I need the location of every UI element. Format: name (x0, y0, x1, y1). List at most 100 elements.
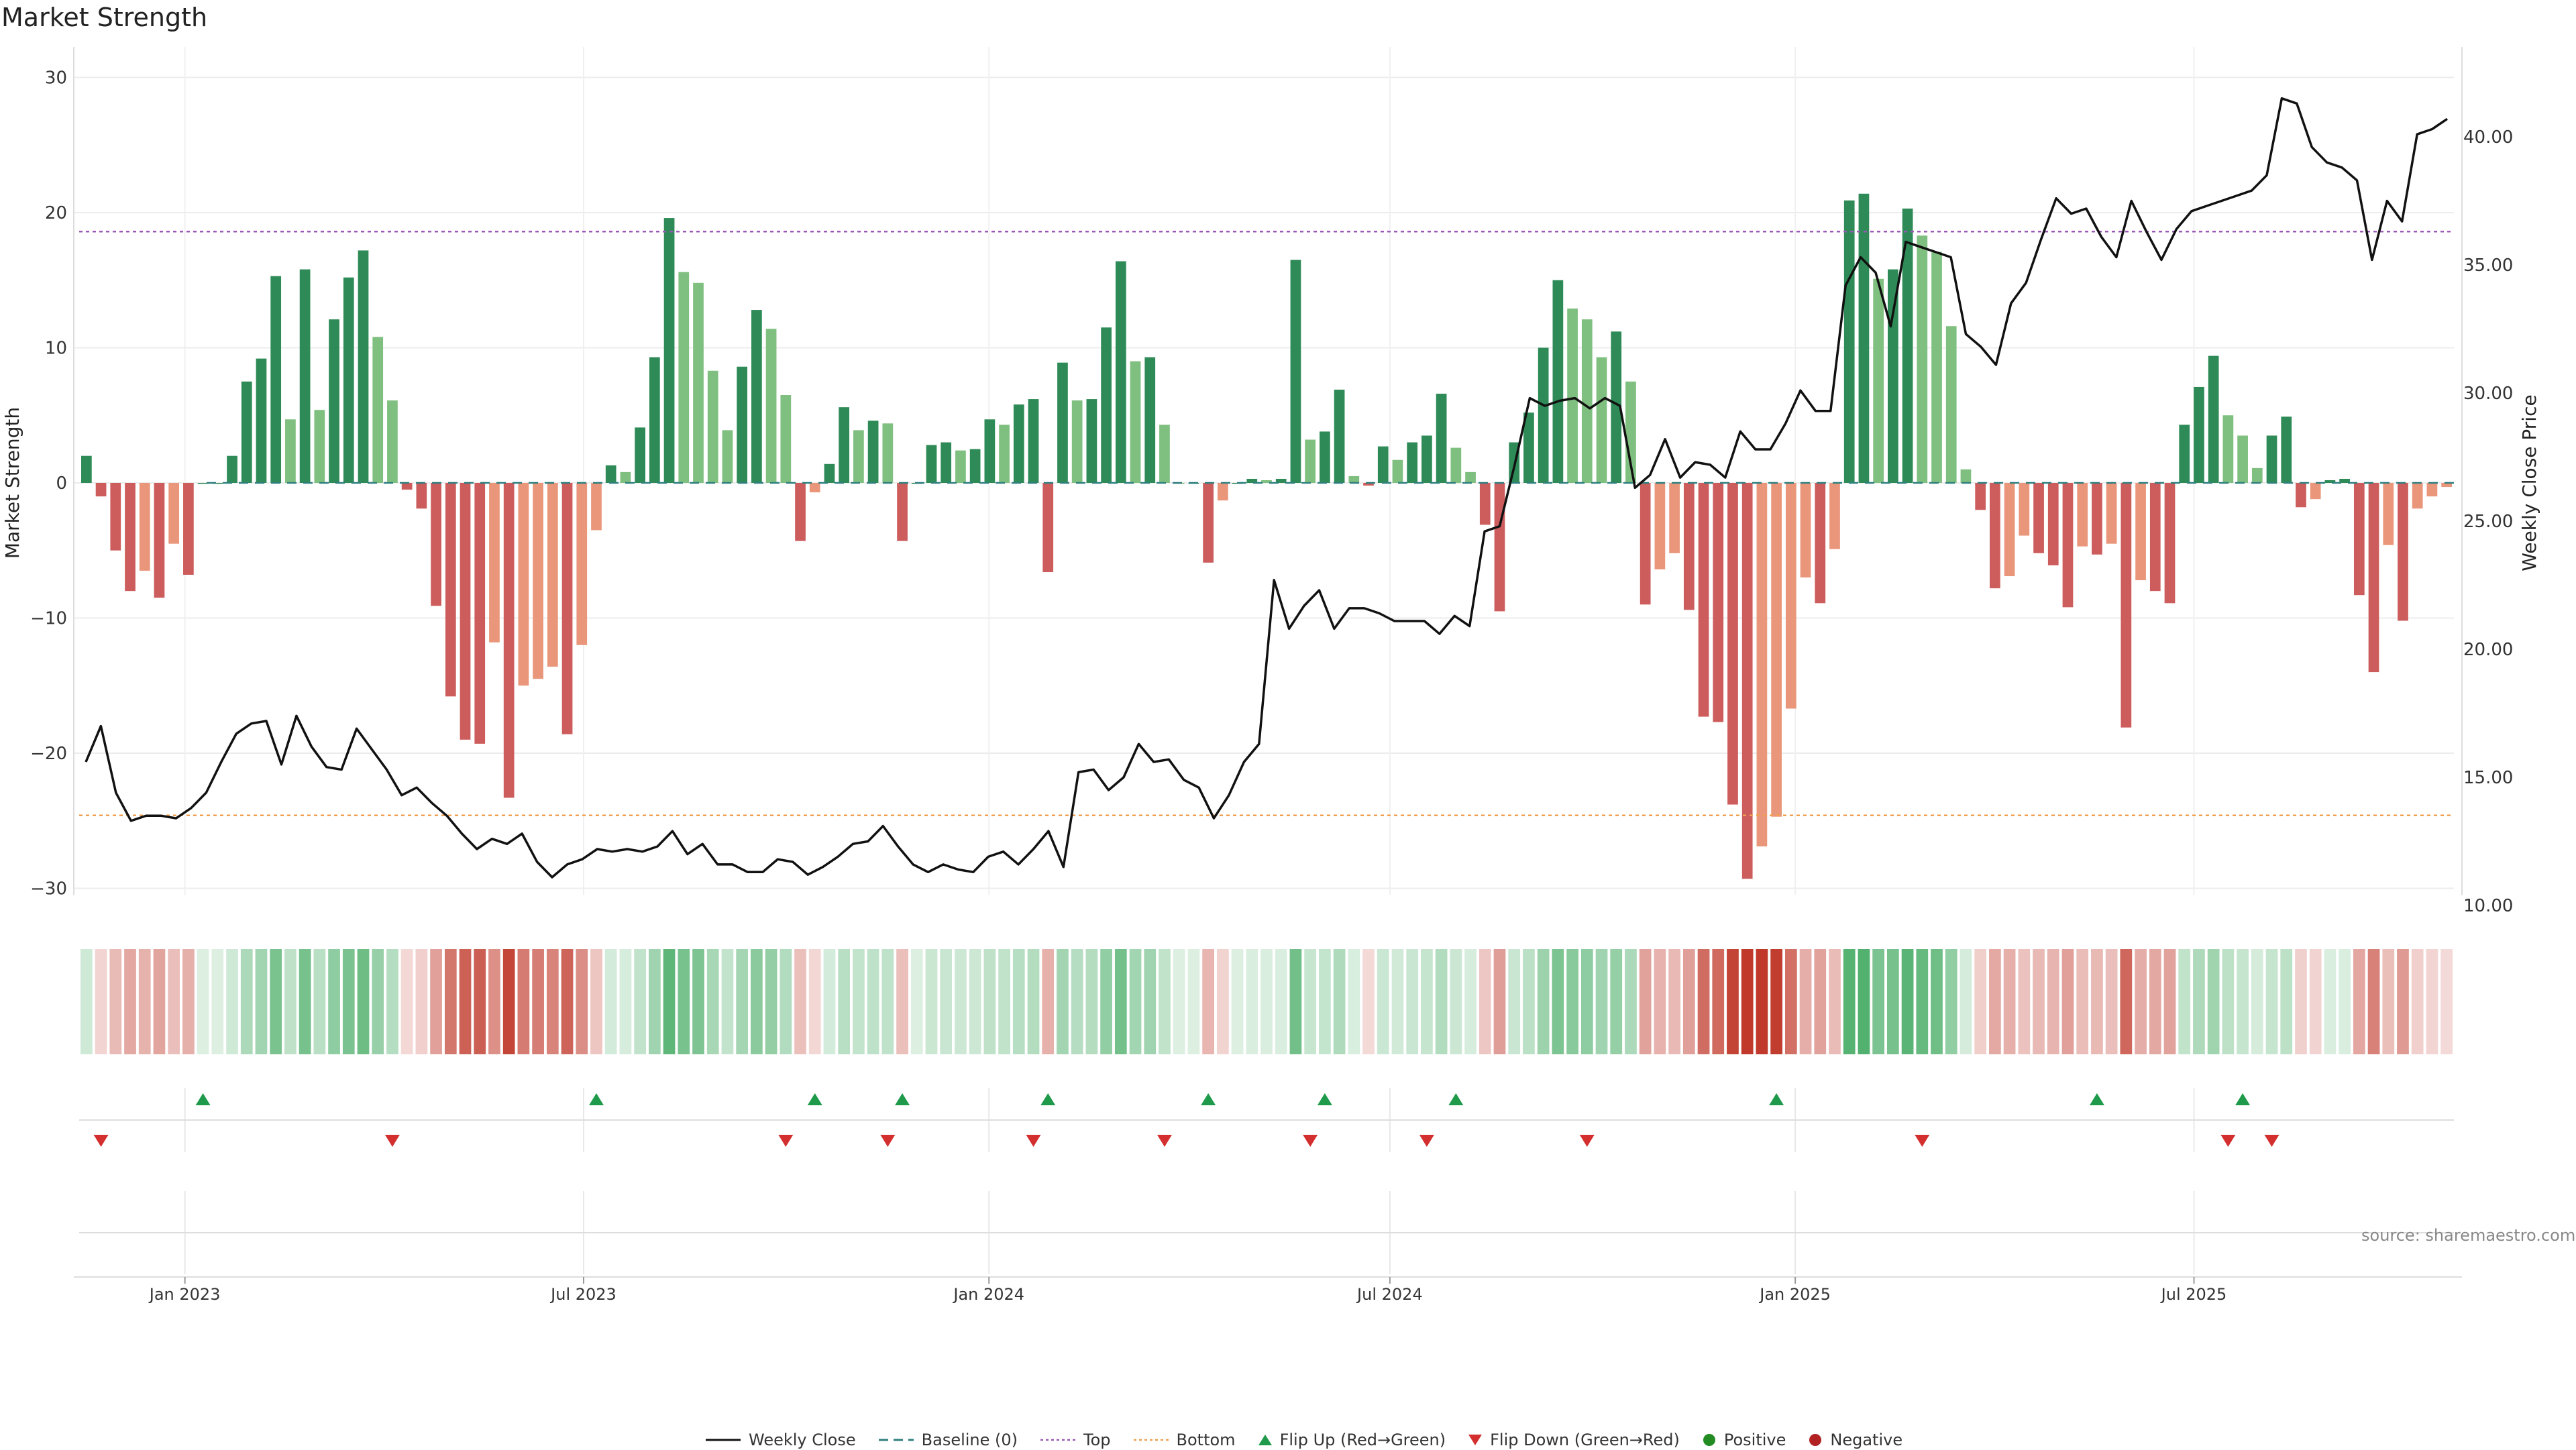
strength-bar (2194, 386, 2204, 483)
strength-heat-cell (1231, 949, 1244, 1054)
source-credit: source: sharemaestro.com (2361, 1226, 2576, 1245)
strength-bar (678, 272, 690, 483)
strength-bar (1203, 483, 1214, 563)
strength-bar (1945, 326, 1957, 483)
strength-heat-cell (794, 949, 806, 1054)
strength-heat-cell (372, 949, 384, 1054)
strength-bar (1975, 483, 1986, 510)
x-tick-label: Jan 2024 (952, 1285, 1024, 1304)
legend-baseline: Baseline (0) (877, 1431, 1018, 1449)
strength-bar (2121, 483, 2132, 728)
strength-bar (1538, 347, 1549, 483)
flip-down-marker-icon (1468, 1435, 1483, 1445)
strength-heat-cell (998, 949, 1010, 1054)
strength-bar (1086, 399, 1097, 483)
strength-bar (1071, 400, 1083, 483)
strength-bar (955, 450, 966, 483)
strength-heat-cell (2367, 949, 2380, 1054)
strength-heat-cell (1682, 949, 1695, 1054)
strength-heat-cell (1668, 949, 1680, 1054)
strength-heat-cell (2120, 949, 2133, 1054)
strength-bar (1931, 252, 1942, 483)
flip-up-marker (2089, 1093, 2104, 1105)
strength-bar (1377, 446, 1389, 483)
strength-bar (343, 277, 354, 483)
strength-heat-cell (2295, 949, 2307, 1054)
strength-bar (197, 483, 209, 484)
strength-heat-cell (1100, 949, 1112, 1054)
strength-heat-cell (1625, 949, 1637, 1054)
strength-bar (2441, 483, 2452, 488)
strength-bar (2149, 483, 2161, 592)
strength-heat-cell (604, 949, 617, 1054)
strength-heat-cell (969, 949, 981, 1054)
strength-heat-cell (678, 949, 690, 1054)
strength-bar (2237, 435, 2248, 483)
flip-down-marker (1915, 1135, 1930, 1147)
strength-bar (299, 269, 311, 483)
strength-heat-cell (2163, 949, 2176, 1054)
strength-heat-cell (1348, 949, 1360, 1054)
strength-bar (635, 427, 645, 483)
strength-bar (1567, 309, 1578, 483)
strength-bar (154, 483, 165, 598)
top-swatch (1040, 1439, 1076, 1441)
strength-bar (95, 483, 107, 497)
strength-heat-cell (2105, 949, 2118, 1054)
strength-bar (1873, 278, 1884, 483)
strength-bar (1640, 483, 1651, 605)
strength-heat-cell (1829, 949, 1841, 1054)
x-tick-label: Jan 2023 (148, 1285, 221, 1304)
strength-heat-cell (1756, 949, 1768, 1054)
x-tick-label: Jul 2025 (2160, 1285, 2227, 1304)
strength-heat-cell (328, 949, 340, 1054)
strength-bar (1290, 260, 1301, 483)
strength-bar (751, 310, 762, 483)
strength-heat-cell (124, 949, 136, 1054)
strength-heat-cell (2222, 949, 2235, 1054)
legend-flip-down-label: Flip Down (Green→Red) (1490, 1431, 1680, 1449)
bottom-swatch (1133, 1439, 1169, 1441)
strength-heat-cell (955, 949, 967, 1054)
strength-heat-cell (634, 949, 646, 1054)
strength-bar (1858, 193, 1870, 483)
flip-up-marker (895, 1093, 910, 1105)
strength-bar (591, 483, 602, 531)
strength-heat-cell (1595, 949, 1608, 1054)
flip-down-marker (384, 1135, 400, 1147)
strength-bar (2222, 415, 2234, 483)
flip-up-marker (1448, 1093, 1464, 1105)
strength-heat-cell (95, 949, 107, 1054)
strength-heat-cell (1916, 949, 1929, 1054)
strength-heat-cell (1799, 949, 1812, 1054)
strength-heat-cell (910, 949, 923, 1054)
strength-bar (1217, 483, 1228, 501)
strength-heat-cell (1406, 949, 1419, 1054)
strength-bar (503, 483, 515, 798)
strength-bar (561, 483, 573, 734)
strength-bar (314, 410, 325, 483)
baseline-swatch (878, 1439, 914, 1441)
strength-heat-cell (1537, 949, 1550, 1054)
strength-bar (2164, 483, 2176, 604)
strength-bar (605, 465, 616, 483)
strength-heat-cell (2251, 949, 2263, 1054)
y-tick-label: 10 (45, 339, 67, 359)
strength-bar (1683, 483, 1695, 610)
strength-bar (1815, 483, 1826, 604)
strength-bar (1115, 261, 1126, 483)
strength-heat-cell (1479, 949, 1491, 1054)
strength-bar (212, 483, 223, 484)
strength-bar (445, 483, 456, 697)
strength-bar (1421, 435, 1432, 483)
strength-bar (2077, 483, 2088, 547)
strength-bar (1101, 327, 1112, 483)
strength-bar (1727, 483, 1738, 805)
strength-heat-cell (940, 949, 953, 1054)
strength-bar (2426, 483, 2438, 497)
strength-heat-cell (1858, 949, 1870, 1054)
strength-heat-cell (532, 949, 544, 1054)
strength-bar (1785, 483, 1796, 709)
strength-bar (737, 366, 748, 483)
strength-heat-cell (1872, 949, 1885, 1054)
